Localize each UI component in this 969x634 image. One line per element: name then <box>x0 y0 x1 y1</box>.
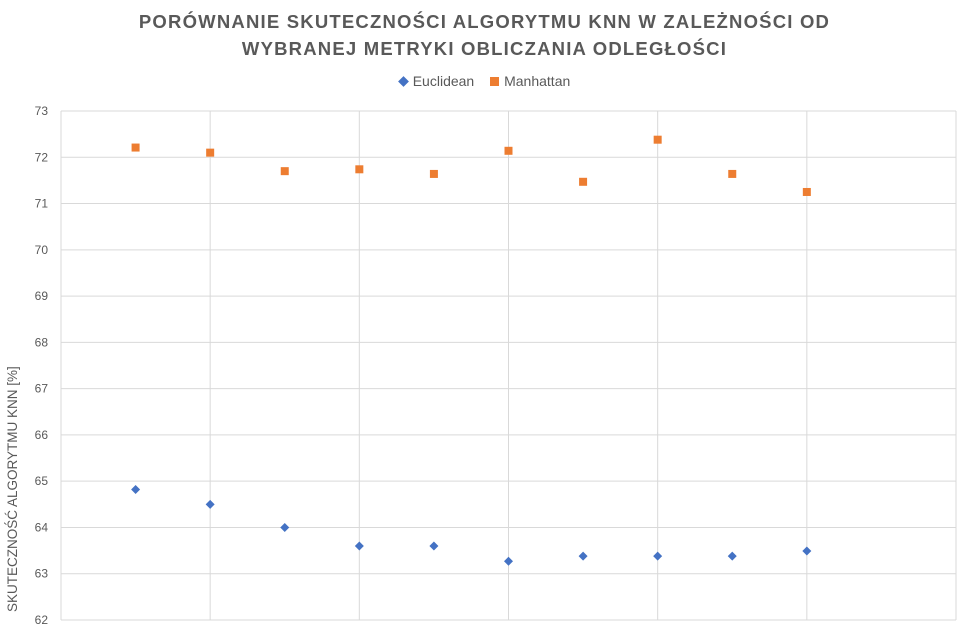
euclidean-point <box>802 546 812 556</box>
legend-label-manhattan: Manhattan <box>504 73 571 89</box>
grid-lines <box>60 110 957 621</box>
manhattan-point <box>429 169 438 178</box>
y-tick-label: 65 <box>35 474 49 488</box>
data-points <box>131 135 812 566</box>
legend-item-manhattan: Manhattan <box>490 73 570 89</box>
euclidean-point <box>429 541 439 551</box>
euclidean-point <box>504 556 513 566</box>
euclidean-point <box>578 551 588 561</box>
manhattan-point <box>355 165 364 174</box>
euclidean-point <box>653 551 663 561</box>
euclidean-point <box>727 551 737 561</box>
manhattan-point <box>579 177 588 186</box>
manhattan-point <box>504 146 513 155</box>
y-tick-label: 62 <box>35 613 49 627</box>
manhattan-point <box>206 148 215 157</box>
chart-title: PORÓWNANIE SKUTECZNOŚCI ALGORYTMU KNN W … <box>0 8 969 62</box>
euclidean-point <box>131 485 141 495</box>
euclidean-point <box>205 499 215 509</box>
y-tick-label: 64 <box>35 520 49 534</box>
y-tick-label: 66 <box>35 428 49 442</box>
y-tick-label: 71 <box>35 197 49 211</box>
y-tick-label: 72 <box>35 150 49 164</box>
manhattan-point <box>728 169 737 178</box>
y-tick-label: 69 <box>35 289 49 303</box>
manhattan-point <box>280 167 289 176</box>
y-tick-label: 67 <box>35 382 49 396</box>
chart-title-line2: WYBRANEJ METRYKI OBLICZANIA ODLEGŁOŚCI <box>241 38 728 59</box>
chart-legend: Euclidean Manhattan <box>0 73 969 89</box>
manhattan-point <box>802 187 811 196</box>
legend-item-euclidean: Euclidean <box>397 73 475 89</box>
y-tick-label: 63 <box>35 567 49 581</box>
chart-title-line1: PORÓWNANIE SKUTECZNOŚCI ALGORYTMU KNN W … <box>138 11 831 32</box>
y-tick-labels: 62 63 64 65 66 67 68 69 70 71 72 73 <box>35 104 49 627</box>
euclidean-point <box>354 541 364 551</box>
y-tick-label: 73 <box>35 104 49 118</box>
legend-label-euclidean: Euclidean <box>412 73 475 89</box>
manhattan-point <box>131 143 140 152</box>
y-tick-label: 70 <box>35 243 49 257</box>
square-marker-icon <box>490 77 500 86</box>
euclidean-point <box>280 522 290 532</box>
y-tick-label: 68 <box>35 335 49 349</box>
manhattan-point <box>653 135 662 144</box>
